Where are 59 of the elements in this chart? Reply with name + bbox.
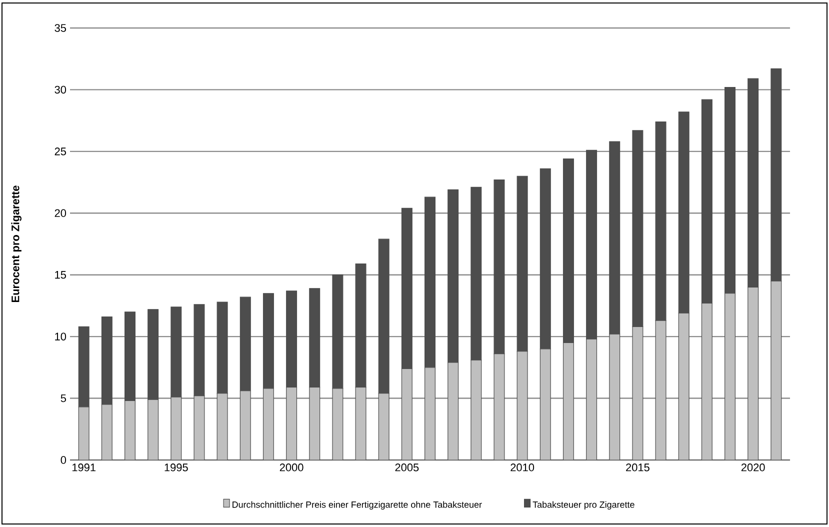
y-tick-label: 20 (54, 209, 66, 218)
bar (148, 399, 159, 460)
legend-label: Durchschnittlicher Preis einer Fertigzigarette ohne Tabaksteuer (232, 501, 482, 510)
bar (516, 351, 528, 460)
y-tick-label: 0 (60, 456, 66, 464)
bar (216, 302, 228, 394)
bar (401, 368, 412, 460)
bar (770, 280, 782, 460)
bar (494, 354, 505, 460)
bar (309, 288, 320, 388)
bar (101, 316, 112, 405)
bar (101, 404, 112, 460)
bar (701, 302, 712, 460)
bar (586, 338, 598, 460)
bar (609, 334, 620, 460)
bar (448, 362, 459, 460)
bar (540, 348, 551, 460)
legend-label: Tabaksteuer pro Zigarette (532, 501, 634, 510)
x-tick-label: 2020 (741, 464, 765, 472)
bar (655, 320, 666, 460)
bar (332, 388, 344, 460)
y-tick-label: 25 (54, 148, 66, 156)
bar (78, 406, 90, 460)
bar (724, 293, 736, 460)
x-tick-label: 2015 (626, 464, 650, 472)
bar (424, 367, 436, 460)
bar (678, 312, 690, 460)
bar (286, 386, 298, 460)
y-tick-label: 30 (54, 86, 66, 94)
bar (632, 326, 644, 460)
bar (262, 388, 274, 460)
y-tick-label: 5 (60, 394, 66, 402)
y-tick-label: 35 (54, 24, 66, 32)
bar (748, 286, 759, 460)
x-tick-label: 2010 (510, 464, 534, 472)
x-tick-label: 1991 (72, 464, 96, 472)
bar (309, 386, 320, 460)
x-tick-label: 1995 (164, 464, 188, 472)
bar (562, 342, 574, 460)
bar (262, 293, 274, 389)
bar (216, 393, 228, 460)
x-tick-label: 2000 (280, 464, 304, 472)
bar (124, 400, 136, 460)
bar (124, 312, 136, 402)
bar (470, 360, 482, 460)
bar (286, 290, 298, 388)
bar (194, 304, 205, 396)
x-tick-label: 2005 (395, 464, 419, 472)
bar (170, 396, 182, 460)
bar (355, 386, 366, 460)
bar (194, 396, 205, 460)
bar (240, 390, 251, 460)
y-tick-label: 15 (55, 271, 66, 279)
y-axis-title: Eurocent pro Zigarette (11, 186, 22, 302)
bar (378, 393, 390, 460)
bar (170, 306, 182, 398)
y-tick-label: 10 (55, 332, 66, 340)
bar (240, 296, 251, 392)
bar (148, 309, 159, 400)
